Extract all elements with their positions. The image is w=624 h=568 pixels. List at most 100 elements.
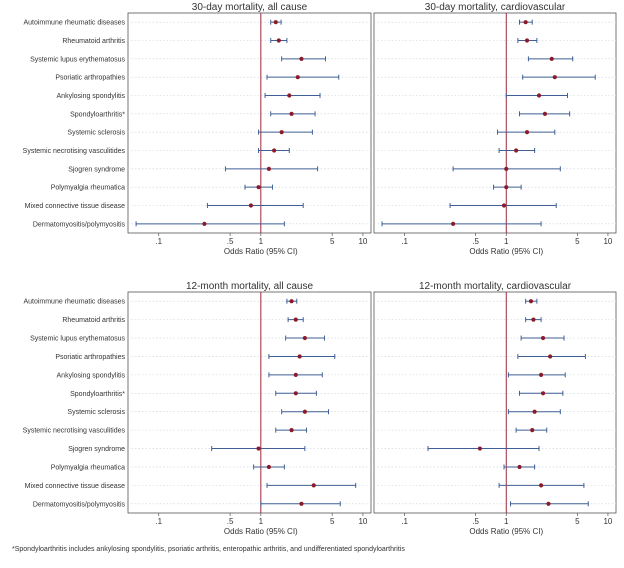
x-tick-label: 5 — [330, 237, 335, 246]
point-estimate — [523, 20, 528, 25]
point-estimate — [299, 501, 304, 506]
point-estimate — [451, 221, 456, 226]
x-tick-label: 1 — [504, 237, 509, 246]
category-label: Rheumatoid arthritis — [62, 38, 125, 45]
point-estimate — [289, 428, 294, 433]
point-estimate — [256, 446, 261, 451]
category-label: Systemic lupus erythematosus — [30, 336, 125, 343]
point-estimate — [248, 203, 254, 208]
x-tick-label: 10 — [603, 517, 612, 526]
point-estimate — [501, 203, 507, 208]
category-label: Psoriatic arthropathies — [55, 354, 125, 361]
point-estimate — [256, 185, 261, 190]
point-estimate — [542, 111, 548, 116]
category-label: Polymyalgia rheumatica — [51, 185, 125, 192]
x-axis-title: Odds Ratio (95% CI) — [224, 527, 298, 536]
x-tick-label: .5 — [227, 517, 234, 526]
point-estimate — [504, 185, 509, 190]
x-tick-label: 5 — [575, 237, 580, 246]
forest-panel-4: 12-month mortality, cardiovascular .1 .5 1 5… — [373, 281, 617, 536]
x-tick-label: .5 — [472, 237, 479, 246]
point-estimate — [302, 409, 307, 414]
x-tick-label: 10 — [603, 237, 612, 246]
category-label: Ankylosing spondylitis — [57, 372, 126, 379]
point-estimate — [540, 391, 546, 396]
point-estimate — [266, 464, 272, 470]
panel-title: 30-day mortality, all cause — [192, 2, 308, 13]
point-estimate — [536, 93, 542, 98]
category-label: Autoimmune rheumatic diseases — [23, 299, 125, 306]
point-estimate — [299, 56, 304, 61]
x-axis-title: Odds Ratio (95% CI) — [469, 527, 543, 536]
point-estimate — [540, 335, 546, 341]
point-estimate — [289, 111, 294, 116]
category-label: Polymyalgia rheumatica — [51, 464, 125, 471]
category-label: Dermatomyositis/polymyositis — [33, 501, 126, 508]
point-estimate — [477, 446, 482, 451]
category-label: Sjogren syndrome — [68, 166, 125, 173]
point-estimate — [293, 391, 298, 396]
point-estimate — [202, 221, 207, 226]
category-label: Spondyloarthritis* — [70, 111, 125, 118]
point-estimate — [276, 38, 281, 43]
category-label: Dermatomyositis/polymyositis — [33, 221, 126, 228]
x-tick-label: 1 — [259, 237, 264, 246]
x-tick-label: .5 — [227, 237, 234, 246]
point-estimate — [289, 299, 294, 304]
point-estimate — [272, 148, 277, 153]
point-estimate — [266, 166, 272, 171]
panel-frame — [127, 12, 372, 234]
point-estimate — [287, 93, 292, 98]
point-estimate — [549, 56, 554, 61]
panel-frame — [373, 291, 617, 514]
category-label: Ankylosing spondylitis — [57, 93, 126, 100]
panel-title: 12-month mortality, all cause — [186, 281, 314, 292]
x-tick-label: 10 — [358, 517, 367, 526]
forest-panel-1: 30-day mortality, all cause .1 .5 1 5 10 Odds … — [23, 2, 372, 256]
point-estimate — [524, 38, 530, 43]
point-estimate — [504, 166, 509, 171]
point-estimate — [273, 20, 278, 25]
point-estimate — [548, 354, 553, 359]
panel-title: 12-month mortality, cardiovascular — [419, 281, 572, 292]
point-estimate — [514, 148, 519, 153]
point-estimate — [295, 75, 300, 80]
point-estimate — [532, 409, 537, 414]
point-estimate — [293, 372, 298, 377]
x-tick-label: .1 — [401, 517, 408, 526]
point-estimate — [531, 317, 536, 322]
category-label: Spondyloarthritis* — [70, 391, 125, 398]
x-tick-label: .1 — [401, 237, 408, 246]
x-tick-label: 10 — [358, 237, 367, 246]
point-estimate — [517, 464, 522, 470]
point-estimate — [297, 354, 302, 359]
x-tick-label: 1 — [504, 517, 509, 526]
x-tick-label: .1 — [155, 517, 162, 526]
point-estimate — [552, 75, 557, 80]
category-label: Systemic necrotising vasculitides — [23, 428, 126, 435]
x-tick-label: .5 — [472, 517, 479, 526]
point-estimate — [311, 483, 316, 488]
x-tick-label: 5 — [330, 517, 335, 526]
category-label: Mixed connective tissue disease — [25, 483, 125, 490]
category-label: Mixed connective tissue disease — [25, 203, 125, 210]
point-estimate — [524, 130, 530, 135]
point-estimate — [546, 501, 551, 506]
point-estimate — [538, 372, 544, 377]
point-estimate — [528, 299, 534, 304]
point-estimate — [279, 130, 284, 135]
category-label: Systemic lupus erythematosus — [30, 56, 125, 63]
x-axis-title: Odds Ratio (95% CI) — [224, 247, 298, 256]
point-estimate — [293, 317, 298, 322]
forest-panel-2: 30-day mortality, cardiovascular .1 .5 1 5 10… — [373, 2, 617, 256]
x-tick-label: .1 — [155, 237, 162, 246]
panel-frame — [373, 12, 617, 234]
category-label: Autoimmune rheumatic diseases — [23, 20, 125, 27]
x-axis-title: Odds Ratio (95% CI) — [469, 247, 543, 256]
point-estimate — [302, 335, 307, 341]
category-label: Rheumatoid arthritis — [62, 317, 125, 324]
forest-panel-3: 12-month mortality, all cause .1 .5 1 5 10 Odd… — [23, 281, 372, 536]
footnote: *Spondyloarthritis includes ankylosing s… — [12, 546, 405, 553]
category-label: Systemic necrotising vasculitides — [23, 148, 126, 155]
